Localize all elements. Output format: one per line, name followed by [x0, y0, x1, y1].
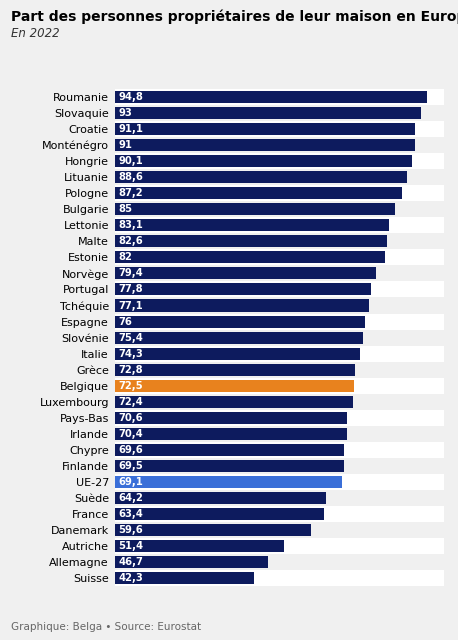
Bar	[114, 282, 444, 298]
Text: 69,1: 69,1	[119, 477, 143, 487]
Text: 82: 82	[119, 252, 132, 262]
Bar	[114, 220, 388, 231]
Text: 72,5: 72,5	[119, 381, 143, 391]
Text: 88,6: 88,6	[119, 172, 143, 182]
Bar	[114, 155, 412, 167]
Bar	[114, 380, 354, 392]
Bar	[114, 300, 369, 312]
Bar	[114, 153, 444, 169]
Text: 63,4: 63,4	[119, 509, 143, 519]
Bar	[114, 204, 395, 215]
Text: 70,4: 70,4	[119, 429, 143, 439]
Bar	[114, 185, 444, 201]
Text: 94,8: 94,8	[119, 92, 143, 102]
Text: 72,4: 72,4	[119, 397, 143, 407]
Bar	[114, 508, 323, 520]
Bar	[114, 492, 326, 504]
Text: 82,6: 82,6	[119, 236, 143, 246]
Bar	[114, 332, 363, 344]
Bar	[114, 139, 414, 151]
Bar	[114, 107, 421, 119]
Bar	[114, 444, 344, 456]
Bar	[114, 428, 347, 440]
Text: 69,6: 69,6	[119, 445, 143, 455]
Text: 59,6: 59,6	[119, 525, 143, 535]
Text: 87,2: 87,2	[119, 188, 143, 198]
Bar	[114, 330, 444, 346]
Bar	[114, 105, 444, 121]
Bar	[114, 396, 353, 408]
Bar	[114, 474, 444, 490]
Bar	[114, 121, 444, 137]
Text: En 2022: En 2022	[11, 27, 60, 40]
Bar	[114, 490, 444, 506]
Text: 76: 76	[119, 317, 132, 326]
Bar	[114, 394, 444, 410]
Bar	[114, 476, 343, 488]
Text: 46,7: 46,7	[119, 557, 143, 567]
Bar	[114, 284, 371, 296]
Bar	[114, 171, 407, 183]
Bar	[114, 362, 444, 378]
Bar	[114, 314, 444, 330]
Bar	[114, 538, 444, 554]
Bar	[114, 316, 365, 328]
Text: 77,8: 77,8	[119, 284, 143, 294]
Bar	[114, 570, 444, 586]
Text: Graphique: Belga • Source: Eurostat: Graphique: Belga • Source: Eurostat	[11, 622, 202, 632]
Bar	[114, 522, 444, 538]
Text: 90,1: 90,1	[119, 156, 143, 166]
Bar	[114, 250, 444, 266]
Bar	[114, 378, 444, 394]
Text: 91,1: 91,1	[119, 124, 143, 134]
Text: 93: 93	[119, 108, 132, 118]
Bar	[114, 348, 360, 360]
Bar	[114, 572, 254, 584]
Text: 83,1: 83,1	[119, 220, 143, 230]
Bar	[114, 554, 444, 570]
Bar	[114, 169, 444, 185]
Text: 64,2: 64,2	[119, 493, 143, 503]
Text: 51,4: 51,4	[119, 541, 143, 551]
Bar	[114, 89, 444, 105]
Text: 75,4: 75,4	[119, 333, 143, 342]
Text: 85: 85	[119, 204, 132, 214]
Bar	[114, 236, 387, 247]
Bar	[114, 123, 415, 135]
Bar	[114, 137, 444, 153]
Bar	[114, 412, 347, 424]
Bar	[114, 266, 444, 282]
Bar	[114, 556, 268, 568]
Bar	[114, 540, 284, 552]
Bar	[114, 364, 354, 376]
Bar	[114, 91, 427, 103]
Text: 70,6: 70,6	[119, 413, 143, 423]
Bar	[114, 298, 444, 314]
Text: 69,5: 69,5	[119, 461, 143, 471]
Bar	[114, 460, 344, 472]
Bar	[114, 252, 385, 264]
Bar	[114, 524, 311, 536]
Bar	[114, 187, 402, 199]
Text: 77,1: 77,1	[119, 301, 143, 310]
Bar	[114, 346, 444, 362]
Text: 74,3: 74,3	[119, 349, 143, 358]
Bar	[114, 458, 444, 474]
Text: 91: 91	[119, 140, 132, 150]
Bar	[114, 506, 444, 522]
Text: 79,4: 79,4	[119, 268, 143, 278]
Text: Part des personnes propriétaires de leur maison en Europe: Part des personnes propriétaires de leur…	[11, 10, 458, 24]
Bar	[114, 442, 444, 458]
Bar	[114, 268, 376, 280]
Text: 42,3: 42,3	[119, 573, 143, 583]
Bar	[114, 410, 444, 426]
Bar	[114, 426, 444, 442]
Bar	[114, 234, 444, 250]
Bar	[114, 217, 444, 234]
Text: 72,8: 72,8	[119, 365, 143, 374]
Bar	[114, 201, 444, 217]
